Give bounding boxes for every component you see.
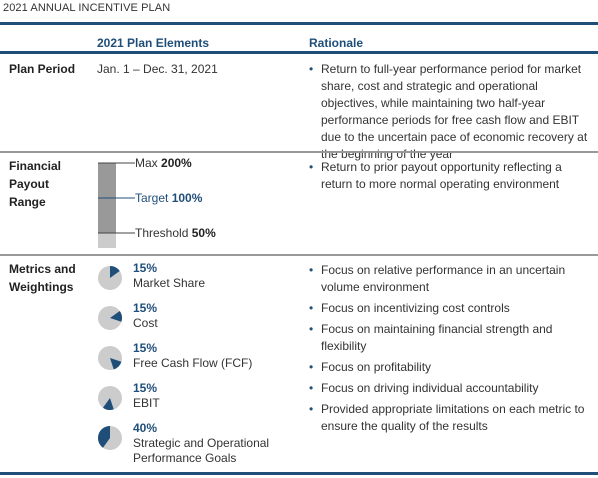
list-item: Focus on incentivizing cost controls xyxy=(309,300,593,317)
pie-slice xyxy=(110,310,122,322)
list-item: Return to full-year performance period f… xyxy=(309,61,593,163)
header-rule xyxy=(0,51,598,54)
metric-weight: 40% xyxy=(133,421,158,435)
metric-weight: 15% xyxy=(133,381,158,395)
payout-rationale: Return to prior payout opportunity refle… xyxy=(309,159,593,193)
pie-chart-icon xyxy=(98,426,122,450)
gauge-target-value: 100% xyxy=(171,191,203,205)
gauge-max-name: Max xyxy=(135,156,158,170)
payout-label-line: Financial xyxy=(9,159,62,173)
metrics-label-line: Metrics and xyxy=(9,262,76,276)
metric-name: Free Cash Flow (FCF) xyxy=(133,356,253,370)
row-divider xyxy=(0,254,598,256)
list-item: Focus on maintaining financial strength … xyxy=(309,321,593,355)
gauge-below-threshold-bar xyxy=(98,233,116,248)
payout-range-gauge xyxy=(98,162,135,248)
metric-name: EBIT xyxy=(133,396,160,410)
payout-label-line: Range xyxy=(9,195,46,209)
plan-period-rationale: Return to full-year performance period f… xyxy=(309,61,593,163)
metric-weight: 15% xyxy=(133,341,158,355)
payout-label: Financial Payout Range xyxy=(9,157,61,211)
pie-slice xyxy=(110,266,120,278)
metrics-rationale: Focus on relative performance in an unce… xyxy=(309,262,593,435)
gauge-threshold-value: 50% xyxy=(191,226,216,240)
list-item: Provided appropriate limitations on each… xyxy=(309,401,593,435)
payout-label-line: Payout xyxy=(9,177,50,191)
page-title: 2021 ANNUAL INCENTIVE PLAN xyxy=(3,2,171,14)
list-item: Focus on relative performance in an unce… xyxy=(309,262,593,296)
gauge-max-label: Max 200% xyxy=(135,156,192,171)
gauge-target-label: Target 100% xyxy=(135,191,202,206)
metric-name: Strategic and Operational xyxy=(133,436,270,450)
pie-slice xyxy=(110,358,122,370)
gauge-threshold-label: Threshold 50% xyxy=(135,226,216,241)
metric-weight: 15% xyxy=(133,301,158,315)
gauge-max-value: 200% xyxy=(161,156,192,170)
bottom-rule xyxy=(0,472,598,475)
plan-period-value: Jan. 1 – Dec. 31, 2021 xyxy=(97,62,218,76)
row-divider xyxy=(0,151,598,153)
column-header-elements: 2021 Plan Elements xyxy=(97,36,210,50)
metric-weight: 15% xyxy=(133,261,158,275)
pie-chart-icon xyxy=(98,386,122,410)
pie-slice xyxy=(102,398,114,410)
pie-slice xyxy=(98,426,110,448)
metrics-label-line: Weightings xyxy=(9,280,74,294)
metric-name: Market Share xyxy=(133,276,206,290)
list-item: Focus on driving individual accountabili… xyxy=(309,380,593,397)
metric-name: Performance Goals xyxy=(133,451,237,465)
pie-chart-icon xyxy=(98,266,122,290)
list-item: Return to prior payout opportunity refle… xyxy=(309,159,593,193)
column-header-rationale: Rationale xyxy=(309,36,364,50)
pie-chart-icon xyxy=(98,346,122,370)
gauge-target-name: Target xyxy=(135,191,169,205)
plan-period-label: Plan Period xyxy=(9,62,76,76)
gauge-threshold-name: Threshold xyxy=(135,226,189,240)
metric-name: Cost xyxy=(133,316,158,330)
title-rule xyxy=(0,22,598,25)
list-item: Focus on profitability xyxy=(309,359,593,376)
pie-chart-icon xyxy=(98,306,122,330)
metrics-label: Metrics and Weightings xyxy=(9,260,76,296)
